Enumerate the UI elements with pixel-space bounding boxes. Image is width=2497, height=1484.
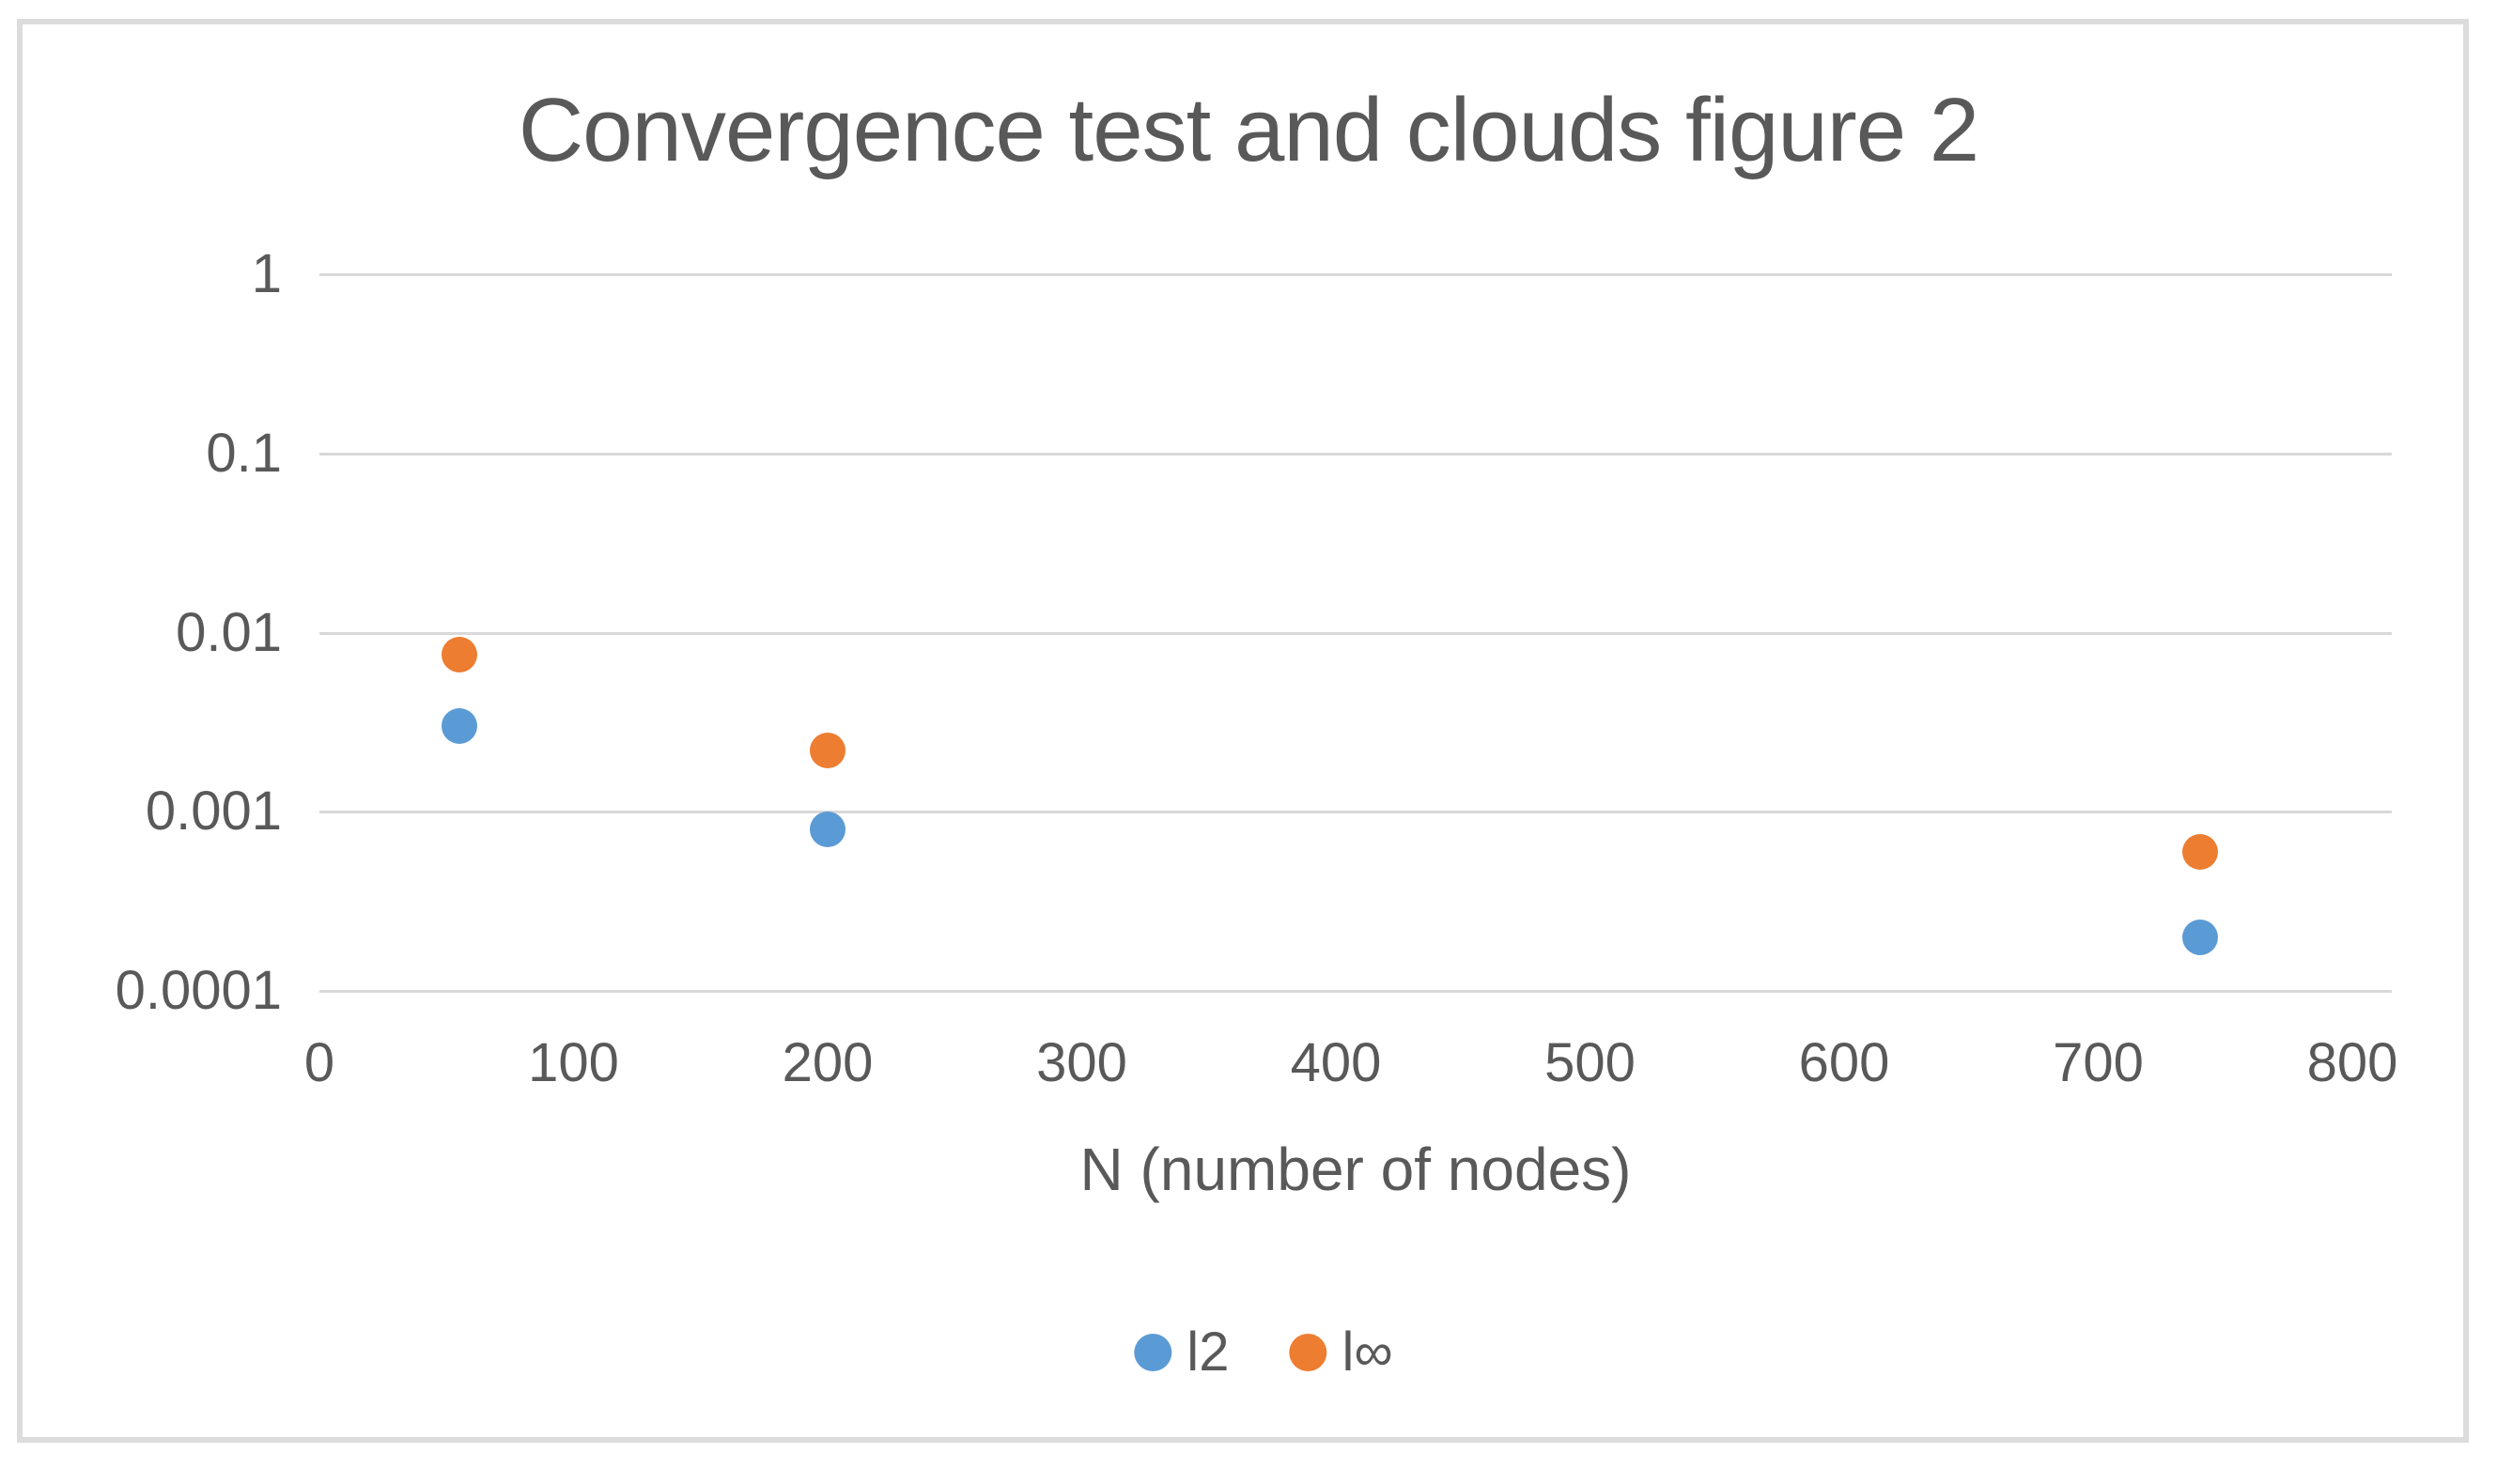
gridline	[319, 990, 2392, 993]
data-point-linf	[810, 732, 845, 768]
x-tick-label: 300	[1036, 1032, 1127, 1093]
x-tick-label: 0	[303, 1032, 335, 1093]
legend-marker-icon	[1134, 1334, 1172, 1371]
x-tick-label: 100	[528, 1032, 619, 1093]
data-point-linf	[2181, 833, 2218, 870]
data-point-linf	[441, 637, 477, 673]
data-point-l2	[810, 811, 845, 847]
legend: l2 l∞	[1134, 1322, 1393, 1383]
y-tick-label: 1	[251, 243, 282, 304]
x-tick-label: 600	[1798, 1032, 1890, 1093]
y-tick-label: 0.0001	[115, 960, 282, 1021]
data-point-l2	[441, 708, 477, 745]
gridline	[319, 452, 2392, 456]
legend-label: l∞	[1342, 1322, 1393, 1383]
data-point-l2	[2181, 919, 2218, 955]
gridline	[319, 273, 2392, 276]
y-tick-label: 0.001	[145, 781, 282, 842]
chart-title: Convergence test and clouds figure 2	[518, 80, 1979, 180]
x-tick-label: 200	[782, 1032, 874, 1093]
gridline	[319, 811, 2392, 814]
x-tick-label: 400	[1290, 1032, 1382, 1093]
x-tick-label: 800	[2306, 1032, 2398, 1093]
x-axis-title: N (number of nodes)	[1079, 1136, 1632, 1203]
y-tick-label: 0.01	[176, 601, 282, 663]
y-tick-label: 0.1	[206, 422, 282, 484]
legend-label: l2	[1186, 1322, 1230, 1383]
legend-item-linf: l∞	[1289, 1322, 1393, 1383]
x-tick-label: 500	[1544, 1032, 1636, 1093]
gridline	[319, 631, 2392, 635]
chart-frame	[17, 19, 2469, 1443]
legend-marker-icon	[1289, 1334, 1327, 1371]
x-tick-label: 700	[2053, 1032, 2144, 1093]
plot-area	[319, 273, 2392, 993]
legend-item-l2: l2	[1134, 1322, 1229, 1383]
